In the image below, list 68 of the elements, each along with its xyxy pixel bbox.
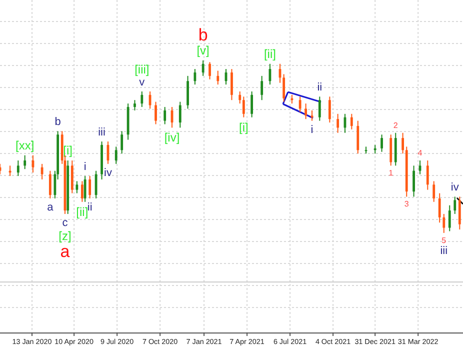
candlestick	[194, 68, 196, 86]
candlestick	[454, 196, 456, 214]
candlestick	[216, 70, 220, 86]
candlestick	[238, 90, 242, 104]
candlestick	[88, 175, 92, 199]
candlestick	[16, 160, 20, 176]
candlestick	[164, 106, 166, 125]
annotation: [iv]	[164, 130, 180, 145]
annotation: i	[310, 124, 314, 136]
candlestick	[202, 60, 204, 76]
annotation: iii	[98, 126, 106, 138]
candlestick	[140, 90, 144, 108]
annotation: [xx]	[16, 138, 34, 152]
annotation: 1	[388, 168, 394, 178]
candlestick	[380, 134, 383, 152]
annotation: 3	[404, 200, 410, 209]
annotation: iv	[450, 182, 460, 194]
candlestick	[282, 74, 286, 102]
candlestick	[304, 103, 307, 120]
annotation: i	[84, 160, 86, 173]
annotation: v	[139, 76, 146, 88]
candlestick	[208, 62, 211, 80]
annotation: [z]	[58, 228, 72, 243]
annotation: iv	[104, 166, 112, 179]
candlestick	[250, 90, 254, 118]
annotation: [iii]	[134, 62, 150, 76]
annotation: [ii]	[76, 204, 88, 219]
annotation: 2	[393, 120, 398, 130]
annotation: [i]	[239, 120, 248, 134]
candlestick	[350, 113, 353, 130]
candlestick	[442, 213, 446, 234]
candlestick	[178, 101, 182, 128]
candlestick	[84, 175, 86, 202]
candlestick	[120, 130, 124, 154]
candlestick	[426, 160, 429, 190]
annotation: a	[47, 201, 54, 214]
candlestick	[448, 204, 451, 232]
annotation: ii	[87, 201, 92, 214]
candlestick	[230, 68, 233, 101]
candlestick	[134, 100, 136, 111]
candlestick	[260, 75, 264, 101]
candlestick	[402, 132, 404, 154]
candlestick	[432, 180, 436, 202]
annotation: b	[198, 25, 208, 44]
candlestick	[76, 180, 78, 194]
annotation: 5	[442, 236, 447, 245]
candlestick	[298, 96, 302, 113]
annotation: 4	[418, 148, 423, 158]
candlestick	[438, 192, 441, 224]
candlestick	[412, 165, 415, 198]
annotation: ii	[317, 82, 322, 94]
annotation: iii	[440, 244, 448, 257]
candlestick	[328, 96, 331, 124]
candlestick	[24, 154, 26, 170]
candlestick	[48, 170, 52, 199]
candlestick	[336, 113, 340, 134]
candlestick	[80, 180, 84, 202]
annotation: c	[62, 216, 68, 229]
annotation: [ii]	[264, 46, 276, 61]
candlestick	[114, 146, 118, 164]
candlestick	[310, 110, 314, 122]
candlestick	[154, 101, 157, 125]
annotation: b	[54, 116, 61, 128]
annotation: [i]	[63, 143, 73, 158]
candlestick	[318, 96, 321, 122]
annotation: a	[60, 242, 70, 261]
candlestick	[242, 96, 245, 118]
annotation: [v]	[196, 43, 210, 58]
